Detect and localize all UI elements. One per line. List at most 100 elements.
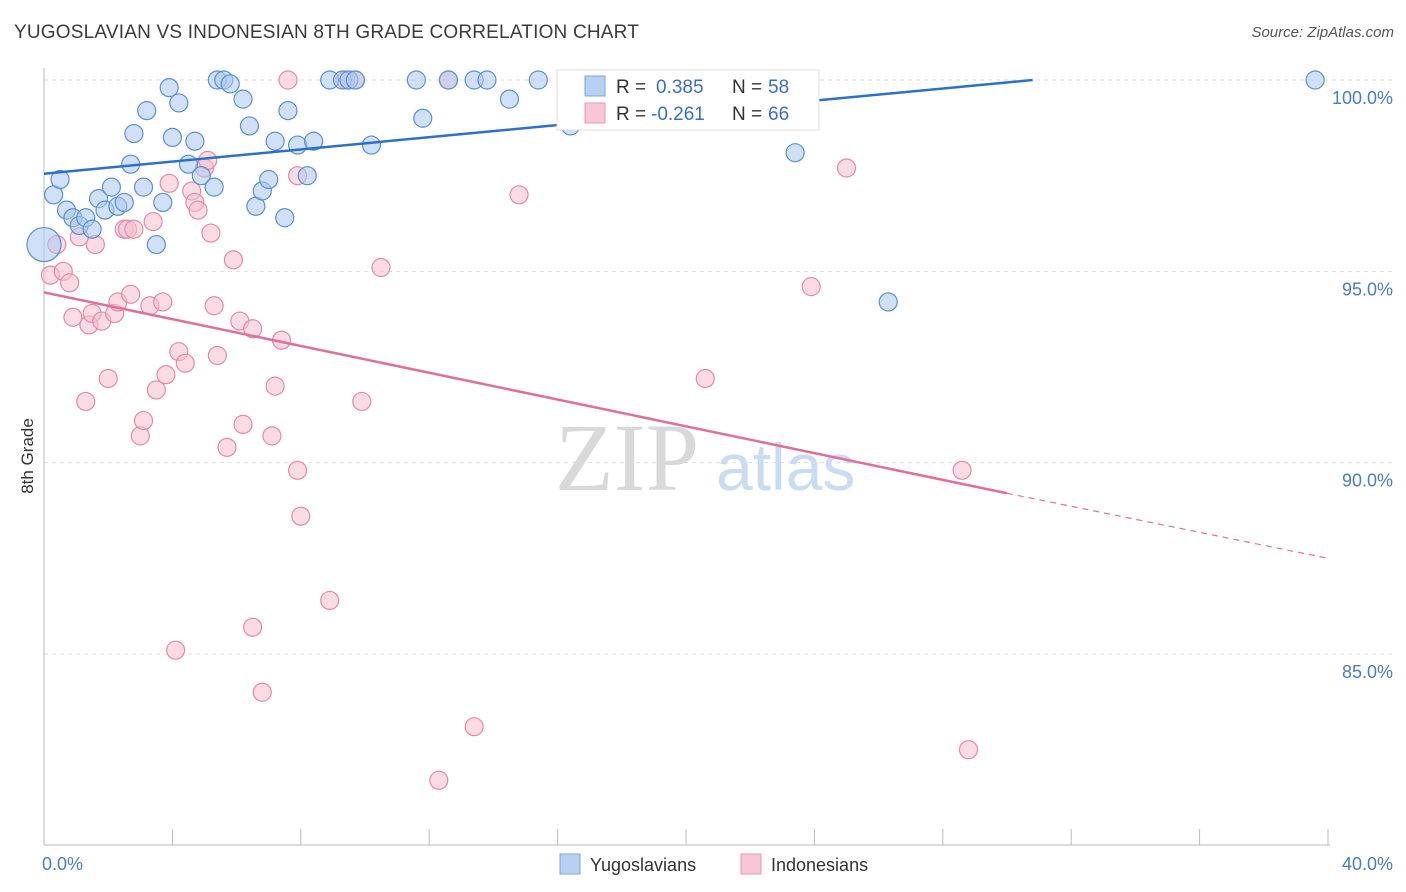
trendlines bbox=[43, 78, 1329, 559]
stats-blue-swatch bbox=[584, 75, 606, 97]
indonesians-point-60 bbox=[695, 368, 715, 389]
stats-pink-n-label: N = bbox=[732, 104, 762, 125]
yugoslavians-point-34 bbox=[265, 131, 285, 151]
yugoslavians-point-44 bbox=[361, 135, 382, 155]
yugoslavians-points bbox=[26, 70, 1325, 312]
indonesians-point-31 bbox=[188, 200, 208, 220]
yugoslavians-point-24 bbox=[191, 166, 211, 186]
yugoslavians-point-17 bbox=[146, 234, 166, 255]
indonesians-point-35 bbox=[204, 296, 224, 316]
stats-blue-r-label: R = bbox=[616, 77, 646, 98]
yugoslavians-point-47 bbox=[438, 70, 459, 90]
indonesians-point-50 bbox=[320, 590, 340, 611]
indonesians-point-45 bbox=[265, 376, 285, 396]
yugoslavians-point-16 bbox=[137, 101, 157, 121]
yugoslavians-point-2 bbox=[50, 169, 70, 190]
indonesians-point-26 bbox=[166, 640, 186, 660]
indonesians-point-47 bbox=[287, 460, 308, 480]
indonesians-point-53 bbox=[352, 391, 372, 412]
stats-pink-r-label: R = bbox=[616, 104, 646, 125]
y-axis-title: 8th Grade bbox=[18, 418, 37, 494]
y-tick-label: 95.0% bbox=[1342, 279, 1393, 299]
yugoslavians-point-46 bbox=[413, 108, 433, 128]
yugoslavians-point-18 bbox=[153, 192, 173, 213]
legend-yugoslavians-label: Yugoslavians bbox=[590, 855, 696, 875]
indonesians-point-17 bbox=[124, 219, 144, 239]
yugoslavians-point-39 bbox=[304, 131, 324, 151]
stats-box: R = 0.385 N = 58 R = -0.261 N = 66 bbox=[556, 69, 820, 131]
yugoslavians-point-33 bbox=[259, 169, 279, 190]
indonesians-point-24 bbox=[156, 365, 176, 385]
watermark-zip: ZIP bbox=[555, 404, 699, 511]
stats-blue-n-value: 58 bbox=[768, 77, 789, 98]
indonesians-point-11 bbox=[98, 368, 118, 389]
yugoslavians-point-12 bbox=[114, 192, 134, 213]
indonesians-point-65 bbox=[278, 70, 298, 90]
watermark-atlas: atlas bbox=[716, 430, 855, 504]
indonesians-point-6 bbox=[76, 391, 96, 412]
indonesians-point-38 bbox=[223, 250, 243, 270]
stats-pink-r-value: -0.261 bbox=[651, 104, 705, 125]
indonesians-point-36 bbox=[207, 345, 227, 366]
yugoslavians-point-45 bbox=[406, 70, 426, 90]
indonesians-point-64 bbox=[952, 460, 972, 480]
stats-pink-swatch bbox=[584, 102, 606, 124]
yugoslavians-point-30 bbox=[239, 116, 260, 136]
indonesians-point-25 bbox=[159, 173, 179, 193]
indonesians-point-22 bbox=[146, 380, 166, 400]
indonesians-point-49 bbox=[291, 506, 311, 526]
stats-pink-n-value: 66 bbox=[768, 104, 789, 125]
indonesians-point-43 bbox=[252, 682, 272, 702]
x-ticks bbox=[43, 829, 1329, 845]
yugoslavians-point-28 bbox=[220, 74, 240, 94]
yugoslavians-point-0 bbox=[26, 226, 62, 263]
indonesians-point-40 bbox=[233, 414, 253, 434]
yugoslavians-point-38 bbox=[297, 166, 317, 186]
legend-indonesians-label: Indonesians bbox=[771, 855, 868, 875]
indonesians-point-57 bbox=[464, 717, 484, 737]
yugoslavians-point-23 bbox=[185, 131, 205, 151]
yugoslavians-point-35 bbox=[275, 208, 295, 228]
yugoslavians-point-15 bbox=[133, 177, 154, 197]
indonesians-point-21 bbox=[143, 211, 163, 232]
yugoslavians-point-7 bbox=[82, 219, 102, 239]
yugoslavians-point-50 bbox=[499, 89, 520, 109]
yugoslavians-point-36 bbox=[278, 101, 298, 121]
chart-title: YUGOSLAVIAN VS INDONESIAN 8TH GRADE CORR… bbox=[14, 22, 640, 43]
indonesians-point-28 bbox=[175, 353, 195, 373]
indonesians-point-23 bbox=[153, 292, 173, 312]
y-tick-label: 85.0% bbox=[1342, 662, 1393, 682]
indonesians-point-41 bbox=[243, 319, 263, 339]
indonesians-point-61 bbox=[801, 277, 821, 297]
yugoslavians-point-56 bbox=[785, 143, 805, 163]
legend-indonesians-swatch bbox=[740, 853, 762, 875]
yugoslavians-point-19 bbox=[159, 78, 179, 98]
stats-blue-n-label: N = bbox=[732, 77, 762, 98]
yugoslavians-point-51 bbox=[528, 70, 548, 90]
yugoslavians-point-49 bbox=[477, 70, 497, 90]
yugoslavians-point-57 bbox=[878, 292, 898, 312]
yugoslavians-point-21 bbox=[169, 93, 189, 113]
x-tick-label-min: 0.0% bbox=[42, 854, 83, 874]
yugoslavians-point-25 bbox=[204, 177, 224, 197]
indonesians-point-62 bbox=[836, 158, 857, 178]
indonesians-point-16 bbox=[121, 284, 141, 304]
yugoslavians-point-58 bbox=[1305, 70, 1325, 90]
stats-blue-r-value: 0.385 bbox=[656, 77, 704, 98]
x-tick-label-max: 40.0% bbox=[1342, 854, 1393, 874]
yugoslavians-point-10 bbox=[101, 177, 122, 197]
indonesians-point-63 bbox=[958, 740, 979, 760]
yugoslavians-trendline bbox=[43, 78, 1033, 175]
yugoslavians-point-43 bbox=[345, 70, 365, 90]
indonesians-point-34 bbox=[201, 223, 221, 243]
indonesians-point-3 bbox=[60, 273, 80, 293]
indonesians-point-19 bbox=[133, 410, 154, 431]
indonesians-point-58 bbox=[509, 185, 529, 205]
indonesians-point-55 bbox=[429, 770, 449, 790]
indonesians-point-54 bbox=[371, 257, 391, 278]
yugoslavians-point-14 bbox=[124, 123, 144, 144]
indonesians-point-42 bbox=[243, 617, 263, 637]
y-tick-labels: 100.0% 95.0% 90.0% 85.0% bbox=[1332, 88, 1393, 682]
indonesians-trendline bbox=[43, 291, 1008, 495]
